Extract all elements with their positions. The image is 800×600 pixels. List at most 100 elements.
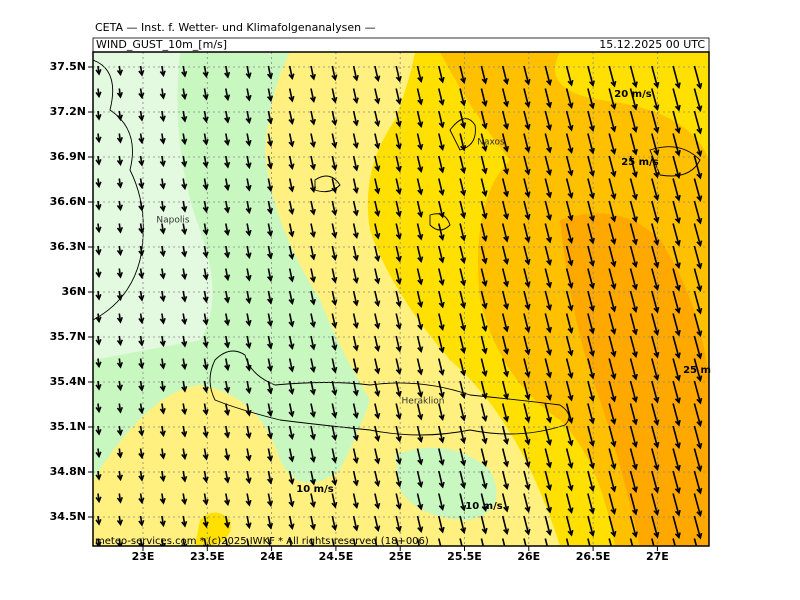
- wind-arrow: [395, 493, 401, 509]
- wind-arrow: [203, 425, 208, 437]
- wind-arrow-head: [352, 524, 359, 532]
- wind-arrow-head: [546, 394, 553, 402]
- wind-arrow-head: [697, 556, 702, 561]
- wind-arrow: [374, 403, 379, 419]
- wind-arrow-head: [202, 453, 209, 461]
- wind-arrow: [651, 88, 659, 110]
- wind-arrow: [672, 313, 680, 336]
- wind-arrow-head: [138, 384, 145, 392]
- wind-arrow-head: [481, 437, 488, 445]
- wind-arrow-head: [696, 150, 703, 157]
- wind-arrow-head: [224, 206, 231, 214]
- wind-arrow-head: [266, 297, 274, 305]
- wind-arrow-head: [266, 275, 274, 283]
- lat-label: 34.5N: [50, 510, 86, 523]
- wind-arrow-head: [352, 142, 359, 150]
- wind-arrow: [203, 335, 208, 347]
- header-institute: CETA — Inst. f. Wetter- und Klimafolgena…: [95, 21, 376, 34]
- wind-arrow: [225, 110, 229, 123]
- wind-arrow-head: [438, 144, 445, 152]
- wind-arrow-head: [503, 213, 510, 221]
- wind-arrow: [246, 425, 251, 438]
- wind-arrow: [544, 403, 551, 423]
- wind-arrow: [459, 493, 465, 511]
- wind-arrow: [352, 290, 358, 306]
- wind-arrow-head: [610, 80, 617, 88]
- wind-arrow-head: [266, 117, 274, 125]
- wind-arrow: [438, 515, 444, 533]
- wind-arrow: [182, 110, 186, 122]
- wind-arrow-head: [395, 345, 402, 353]
- wind-arrow: [565, 448, 573, 468]
- wind-arrow: [608, 358, 616, 379]
- wind-arrow: [352, 268, 358, 283]
- wind-arrow-head: [288, 208, 295, 216]
- wind-arrow-head: [202, 228, 209, 236]
- wind-arrow: [310, 538, 314, 546]
- wind-arrow: [374, 470, 379, 486]
- wind-arrow-head: [266, 365, 274, 373]
- wind-arrow-head: [395, 480, 402, 488]
- wind-arrow-head: [546, 326, 553, 334]
- lat-label: 35.1N: [50, 420, 86, 433]
- wind-arrow: [438, 223, 444, 240]
- wind-arrow-head: [653, 396, 660, 404]
- wind-arrow: [395, 178, 401, 194]
- wind-arrow-head: [288, 298, 295, 306]
- wind-arrow: [587, 403, 594, 424]
- wind-arrow: [651, 65, 659, 88]
- wind-arrow-head: [159, 250, 166, 258]
- wind-arrow: [651, 448, 659, 470]
- wind-arrow-head: [610, 350, 617, 358]
- wind-arrow: [501, 403, 508, 422]
- wind-arrow: [374, 335, 379, 351]
- wind-arrow-head: [331, 231, 338, 239]
- wind-arrow: [331, 110, 337, 125]
- wind-arrow-head: [116, 406, 123, 414]
- wind-arrow-head: [309, 456, 316, 464]
- wind-arrow-head: [95, 249, 102, 256]
- wind-arrow-head: [631, 148, 638, 156]
- wind-arrow: [629, 380, 637, 402]
- wind-arrow-head: [417, 323, 424, 331]
- wind-arrow: [246, 515, 251, 528]
- wind-arrow-head: [481, 460, 488, 468]
- wind-arrow: [480, 245, 487, 264]
- wind-arrow-head: [202, 386, 209, 394]
- wind-arrow-head: [309, 321, 316, 329]
- wind-arrow-head: [309, 141, 316, 149]
- wind-arrow-head: [503, 483, 510, 491]
- wind-arrow: [225, 88, 229, 100]
- crete: [209, 350, 570, 436]
- wind-arrow: [629, 403, 637, 425]
- wind-arrow-head: [159, 362, 166, 370]
- wind-arrow-head: [159, 430, 166, 438]
- wind-arrow: [246, 358, 251, 371]
- wind-arrow-head: [309, 118, 316, 126]
- wind-arrow: [246, 380, 251, 393]
- wind-arrow-head: [503, 393, 510, 401]
- wind-arrow: [629, 290, 637, 312]
- wind-arrow: [587, 335, 594, 356]
- wind-arrow: [310, 223, 315, 237]
- wind-arrow: [310, 448, 315, 462]
- wind-arrow-head: [524, 438, 531, 446]
- wind-arrow-head: [631, 531, 638, 538]
- wind-zone: [560, 213, 709, 546]
- wind-arrow-head: [653, 464, 660, 471]
- wind-arrow-head: [374, 255, 381, 263]
- wind-arrow: [651, 313, 659, 335]
- wind-arrow: [288, 515, 294, 529]
- wind-arrow-head: [266, 410, 274, 418]
- lat-label: 36.6N: [50, 195, 86, 208]
- wind-arrow-head: [224, 386, 231, 394]
- wind-arrow: [288, 448, 294, 462]
- wind-arrow-head: [374, 367, 381, 375]
- wind-arrow-head: [674, 127, 681, 134]
- wind-arrow: [438, 155, 444, 173]
- wind-arrow-head: [224, 184, 231, 192]
- wind-arrow: [267, 425, 272, 439]
- wind-arrow: [331, 133, 337, 148]
- wind-arrow-head: [567, 282, 574, 290]
- wind-arrow-head: [503, 438, 510, 446]
